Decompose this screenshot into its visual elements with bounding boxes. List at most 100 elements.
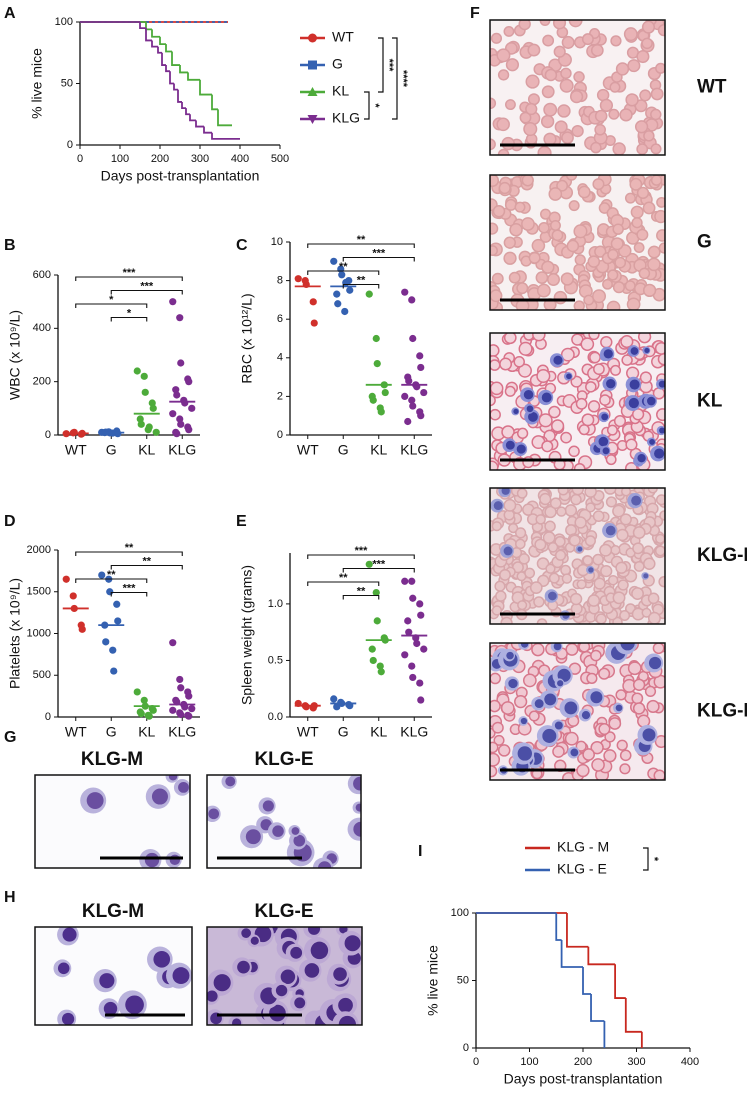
nucleus: [513, 408, 519, 414]
y-tick-label: 10: [271, 236, 283, 248]
cell: [647, 245, 661, 259]
cell: [504, 198, 517, 211]
cell: [554, 120, 568, 134]
cell: [589, 351, 601, 364]
survival-step: [187, 72, 200, 81]
cell: [568, 200, 580, 212]
x-tick-label: G: [106, 724, 117, 740]
survival-step: [139, 22, 146, 30]
micrograph: [207, 775, 361, 868]
data-point: [145, 712, 153, 720]
cell: [641, 20, 656, 34]
nucleus: [605, 525, 616, 536]
data-point: [169, 639, 177, 647]
cell: [491, 521, 502, 532]
micrograph-label: KLG-E: [697, 701, 747, 722]
cell: [576, 579, 587, 590]
data-point: [148, 399, 156, 407]
cell: [541, 440, 554, 453]
significance-label: ***: [355, 545, 369, 557]
cell: [650, 143, 662, 155]
nucleus: [61, 1012, 75, 1025]
data-point: [408, 396, 416, 404]
nucleus: [241, 928, 251, 938]
cell: [490, 381, 504, 396]
cell: [613, 414, 627, 428]
y-tick-label: 2000: [27, 544, 51, 556]
micrograph: [490, 20, 665, 155]
y-tick-label: 4: [277, 352, 283, 364]
nucleus: [294, 997, 306, 1009]
cell: [573, 462, 586, 470]
data-point: [413, 639, 421, 648]
nucleus: [290, 946, 303, 959]
cell: [503, 498, 517, 512]
cell: [551, 229, 564, 242]
y-axis-label: RBC (x 10¹²/L): [239, 293, 255, 383]
cell: [550, 419, 565, 433]
nucleus: [534, 699, 544, 709]
cell: [503, 333, 517, 345]
cell: [598, 667, 611, 680]
legend-marker: [307, 87, 318, 96]
survival-step: [199, 79, 212, 96]
cell: [490, 765, 498, 778]
cell: [633, 242, 645, 254]
cell: [620, 334, 634, 349]
cell: [584, 488, 597, 498]
x-tick-label: G: [106, 442, 117, 458]
cell: [643, 130, 655, 142]
cell: [504, 385, 516, 397]
cell: [508, 271, 521, 284]
cell: [587, 255, 601, 268]
nucleus: [153, 950, 171, 968]
data-point: [133, 688, 141, 696]
data-point: [113, 600, 121, 608]
cell: [560, 564, 571, 576]
x-tick-label: 100: [520, 1056, 538, 1068]
data-point: [417, 696, 425, 704]
cell: [657, 353, 665, 366]
cell: [569, 592, 583, 606]
cell: [641, 37, 653, 50]
cell: [632, 526, 646, 539]
cell: [490, 359, 501, 371]
y-tick-label: 0: [277, 429, 283, 441]
y-axis-label: Platelets (x 10⁹/L): [7, 578, 23, 689]
nucleus: [526, 405, 534, 413]
data-point: [185, 712, 193, 720]
data-point: [62, 575, 70, 583]
micrograph-label: KLG-E: [254, 901, 313, 922]
data-point: [294, 275, 302, 283]
data-point: [136, 415, 144, 423]
cell: [656, 196, 665, 208]
cell: [548, 572, 560, 584]
micrograph-label: KL: [697, 391, 723, 412]
x-axis-label: Days post-transplantation: [101, 168, 260, 184]
cell: [543, 132, 557, 146]
y-tick-label: 0: [67, 139, 73, 151]
cell: [578, 643, 591, 653]
legend-marker: [308, 33, 317, 43]
data-point: [69, 592, 77, 600]
cell: [627, 59, 641, 73]
cell: [518, 553, 530, 565]
cell: [599, 98, 614, 113]
y-axis-label: Spleen weight (grams): [239, 565, 255, 705]
micrograph: [490, 333, 665, 470]
data-point: [401, 288, 409, 296]
significance-bracket: [364, 91, 370, 120]
nucleus: [353, 776, 361, 791]
cell: [638, 267, 651, 280]
data-point: [169, 410, 177, 418]
survival-step: [185, 108, 190, 116]
micrograph-frame: [206, 774, 362, 869]
nucleus: [144, 852, 160, 868]
data-point: [376, 662, 384, 670]
cell: [631, 217, 643, 229]
cell: [636, 228, 649, 241]
data-point: [417, 363, 425, 372]
nucleus: [237, 960, 250, 974]
cell: [624, 280, 636, 292]
survival-step: [161, 52, 166, 66]
